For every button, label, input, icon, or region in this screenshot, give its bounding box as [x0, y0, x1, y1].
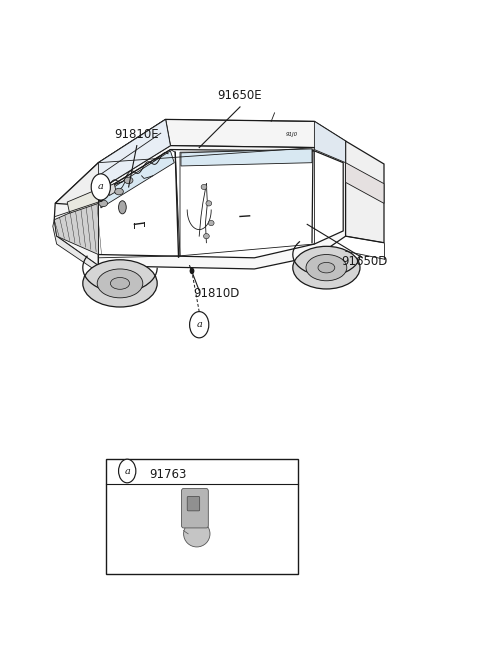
Ellipse shape — [124, 177, 133, 184]
Polygon shape — [346, 141, 384, 243]
Ellipse shape — [119, 201, 126, 214]
Text: 91650D: 91650D — [342, 255, 388, 268]
Ellipse shape — [201, 184, 207, 190]
Text: a: a — [98, 182, 104, 192]
Circle shape — [190, 312, 209, 338]
FancyBboxPatch shape — [181, 489, 208, 528]
Polygon shape — [67, 189, 98, 213]
Ellipse shape — [208, 220, 214, 226]
Text: a: a — [196, 320, 202, 329]
Ellipse shape — [110, 277, 130, 289]
Circle shape — [98, 194, 104, 202]
Ellipse shape — [293, 246, 360, 289]
Ellipse shape — [306, 255, 347, 281]
Polygon shape — [54, 200, 98, 255]
Polygon shape — [54, 163, 98, 266]
Polygon shape — [101, 151, 174, 208]
Ellipse shape — [206, 201, 212, 206]
Polygon shape — [98, 119, 170, 190]
Polygon shape — [346, 163, 384, 203]
Circle shape — [190, 268, 194, 274]
Ellipse shape — [97, 269, 143, 298]
Polygon shape — [55, 119, 170, 205]
Ellipse shape — [115, 188, 123, 195]
Text: 91763: 91763 — [149, 468, 186, 482]
Ellipse shape — [99, 200, 108, 207]
Ellipse shape — [318, 262, 335, 273]
Ellipse shape — [83, 260, 157, 307]
Polygon shape — [98, 146, 346, 269]
Text: 91810E: 91810E — [115, 128, 159, 141]
Polygon shape — [98, 119, 346, 190]
Ellipse shape — [184, 521, 210, 547]
Ellipse shape — [204, 234, 209, 239]
Polygon shape — [181, 149, 312, 166]
Polygon shape — [53, 220, 98, 272]
Polygon shape — [107, 184, 116, 195]
FancyBboxPatch shape — [187, 497, 200, 511]
Circle shape — [91, 174, 110, 200]
Text: 91650E: 91650E — [218, 89, 262, 102]
Polygon shape — [314, 121, 346, 163]
Text: 91J0: 91J0 — [286, 133, 298, 138]
Text: a: a — [124, 466, 130, 476]
Circle shape — [119, 459, 136, 483]
FancyBboxPatch shape — [106, 459, 298, 574]
Text: 91810D: 91810D — [193, 287, 239, 300]
